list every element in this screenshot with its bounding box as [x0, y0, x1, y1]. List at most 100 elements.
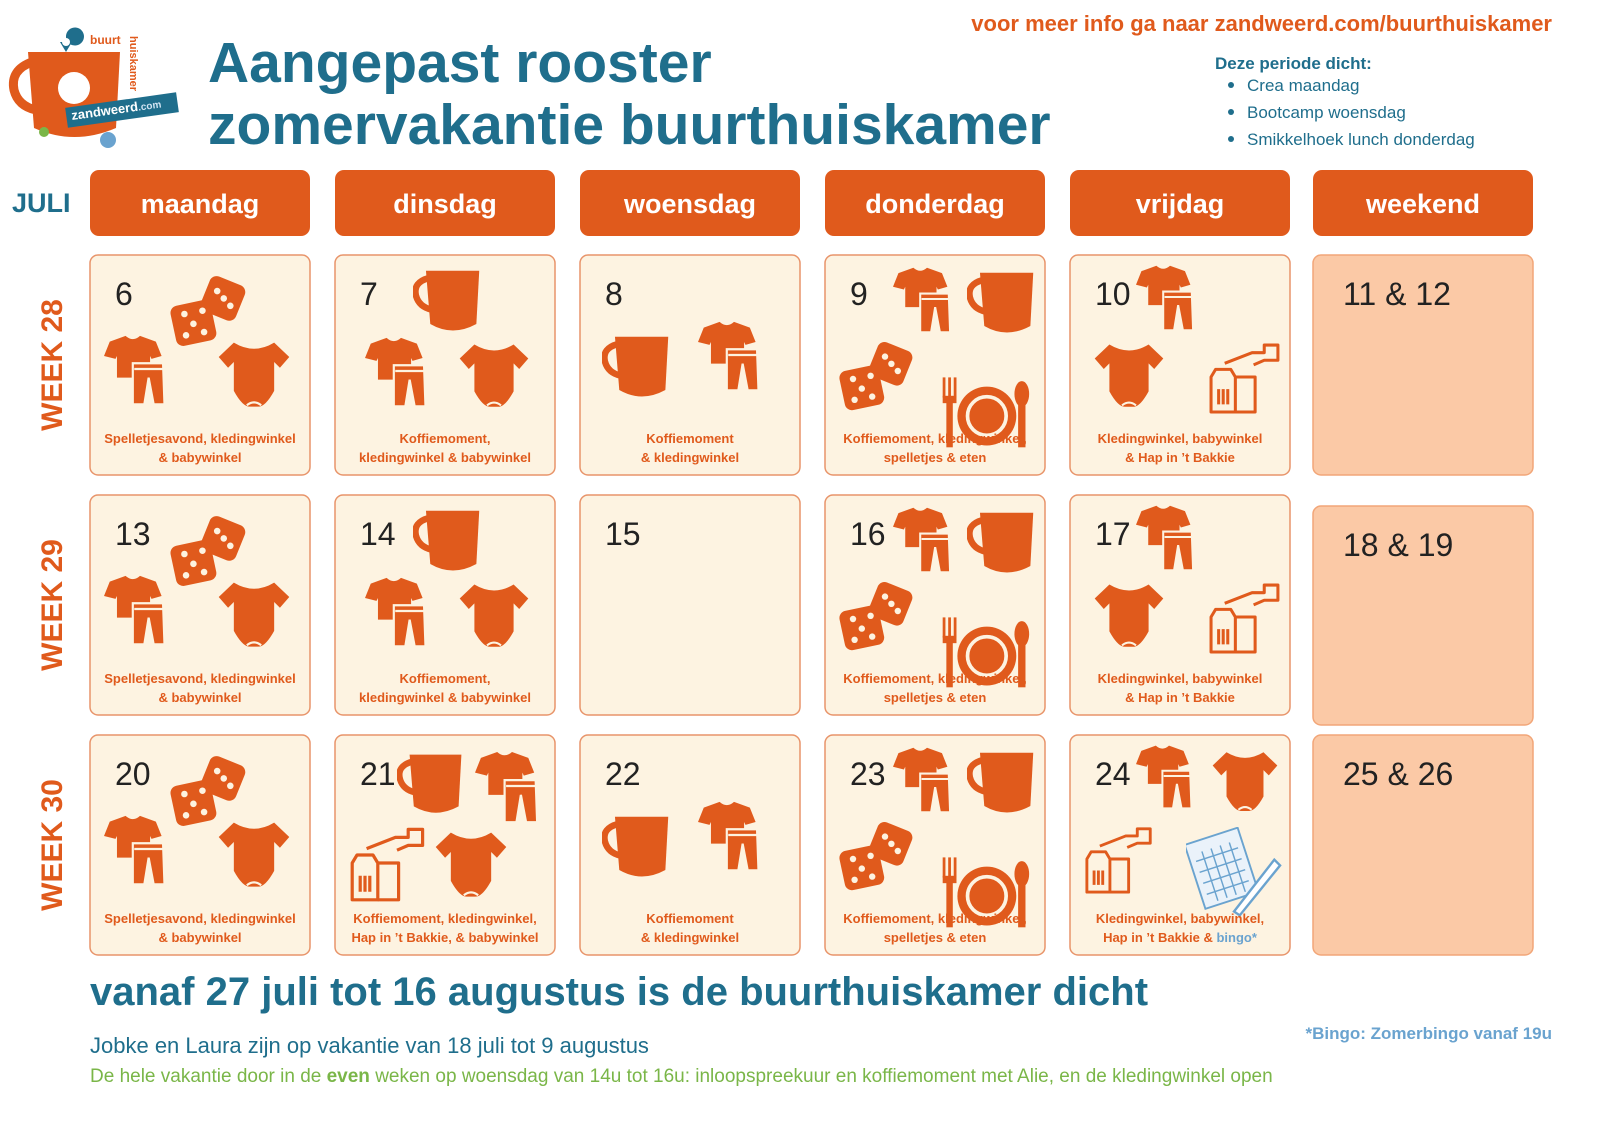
day-cell: 24 Kledingwinkel, babywinkel, Hap in ’t Ba… — [1069, 734, 1291, 956]
caption-text: kledingwinkel & babywinkel — [359, 450, 531, 465]
caption-text: kledingwinkel & babywinkel — [359, 690, 531, 705]
date: 14 — [360, 516, 396, 552]
day-header — [580, 170, 800, 236]
date: 18 & 19 — [1343, 527, 1453, 563]
cell-box — [334, 494, 556, 716]
cell-box — [1069, 494, 1291, 716]
cell-box — [89, 254, 311, 476]
month: JULI — [12, 188, 71, 218]
caption: kledingwinkel & babywinkel — [359, 690, 531, 705]
caption-text: Spelletjesavond, kledingwinkel — [104, 671, 295, 686]
holiday-note: Jobke en Laura zijn op vakantie van 18 j… — [90, 1033, 649, 1058]
cell-box — [89, 734, 311, 956]
caption-text: Kledingwinkel, babywinkel, — [1096, 911, 1264, 926]
weekend-cell: 25 & 26 — [1312, 734, 1534, 956]
caption-text: Koffiemoment — [646, 431, 734, 446]
day-cell: 23 Koffiemoment, kledingwinkel, spelletjes… — [824, 734, 1046, 956]
date: 24 — [1095, 756, 1131, 792]
caption-text: & Hap in ’t Bakkie — [1125, 450, 1235, 465]
day-header — [335, 170, 555, 236]
caption: & babywinkel — [158, 930, 241, 945]
day-cell: 6 Spelletjesavond, kledingwinkel & babywin… — [89, 254, 311, 476]
day-cell: 10 Kledingwinkel, babywinkel & Hap in ’t B… — [1069, 254, 1291, 476]
date: 20 — [115, 756, 151, 792]
cell-box — [579, 734, 801, 956]
caption-text: Koffiemoment, kledingwinkel, — [843, 671, 1026, 686]
day-header — [825, 170, 1045, 236]
caption-text: Spelletjesavond, kledingwinkel — [104, 911, 295, 926]
caption: & Hap in ’t Bakkie — [1125, 690, 1235, 705]
day-header — [1313, 170, 1533, 236]
date: 17 — [1095, 516, 1131, 552]
caption-text: Spelletjesavond, kledingwinkel — [104, 431, 295, 446]
date: 8 — [605, 276, 623, 312]
caption-text: Koffiemoment, kledingwinkel, — [843, 431, 1026, 446]
title: zomervakantie buurthuiskamer — [208, 93, 1051, 157]
date: 9 — [850, 276, 868, 312]
caption: spelletjes & eten — [884, 690, 987, 705]
date: 25 & 26 — [1343, 756, 1453, 792]
cell-box — [334, 254, 556, 476]
cell-box — [1312, 505, 1534, 726]
date: 7 — [360, 276, 378, 312]
caption: Hap in ’t Bakkie & bingo* — [1103, 930, 1258, 945]
caption: & kledingwinkel — [641, 450, 739, 465]
cell-box — [1312, 734, 1534, 956]
cell-box — [89, 494, 311, 716]
caption: Koffiemoment, kledingwinkel, — [843, 431, 1026, 446]
week-label: WEEK 30 — [36, 779, 69, 911]
day-label: vrijdag — [1136, 189, 1225, 219]
logo-band — [65, 92, 179, 128]
logo: buurt huiskamer zandweerd.com — [8, 27, 179, 148]
closed-item: Bootcamp woensdag — [1247, 103, 1406, 122]
date: 13 — [115, 516, 151, 552]
logo-hole — [58, 72, 90, 104]
week-label: WEEK 28 — [36, 299, 69, 431]
title: Aangepast rooster — [208, 31, 712, 95]
bullet — [1228, 136, 1234, 142]
day-cell: 14 Koffiemoment, kledingwinkel & babywinke… — [334, 494, 556, 716]
caption-text: Kledingwinkel, babywinkel — [1098, 431, 1263, 446]
caption-text: Koffiemoment — [646, 911, 734, 926]
logo-dot — [100, 132, 116, 148]
day-cell: 13 Spelletjesavond, kledingwinkel & babywi… — [89, 494, 311, 716]
caption: Spelletjesavond, kledingwinkel — [104, 431, 295, 446]
day-label: donderdag — [865, 189, 1005, 219]
caption-text: Koffiemoment, kledingwinkel, — [353, 911, 536, 926]
caption-text: & babywinkel — [158, 930, 241, 945]
caption-text: spelletjes & eten — [884, 930, 987, 945]
week-label: WEEK 29 — [36, 539, 69, 671]
caption-text: & Hap in ’t Bakkie — [1125, 690, 1235, 705]
closed-title: Deze periode dicht: — [1215, 54, 1372, 73]
day-cell: 22 Koffiemoment & kledingwinkel — [579, 734, 801, 956]
bullet — [1228, 82, 1234, 88]
caption-text: Koffiemoment, kledingwinkel, — [843, 911, 1026, 926]
caption-text: Hap in ’t Bakkie, & babywinkel — [351, 930, 538, 945]
caption: Koffiemoment — [646, 431, 734, 446]
caption: & kledingwinkel — [641, 930, 739, 945]
day-cell: 20 Spelletjesavond, kledingwinkel & babywi… — [89, 734, 311, 956]
logo-text: huiskamer — [127, 36, 139, 92]
date: 21 — [360, 756, 396, 792]
day-cell: 16 Koffiemoment, kledingwinkel, spelletjes… — [824, 494, 1046, 716]
date: 15 — [605, 516, 641, 552]
caption: Koffiemoment, — [400, 671, 491, 686]
caption-text: & babywinkel — [158, 450, 241, 465]
day-cell: 17 Kledingwinkel, babywinkel & Hap in ’t B… — [1069, 494, 1291, 716]
caption: Koffiemoment, kledingwinkel, — [843, 911, 1026, 926]
day-header — [90, 170, 310, 236]
caption: spelletjes & eten — [884, 450, 987, 465]
closed-period: vanaf 27 juli tot 16 augustus is de buur… — [90, 970, 1148, 1014]
caption: Kledingwinkel, babywinkel — [1098, 431, 1263, 446]
caption: Koffiemoment, kledingwinkel, — [843, 671, 1026, 686]
caption: Kledingwinkel, babywinkel — [1098, 671, 1263, 686]
caption-text: Hap in ’t Bakkie & — [1103, 930, 1216, 945]
logo-handle — [8, 57, 38, 115]
day-cell: 7 Koffiemoment, kledingwinkel & babywinkel — [334, 254, 556, 476]
caption: Koffiemoment — [646, 911, 734, 926]
day-label: woensdag — [623, 189, 756, 219]
caption: spelletjes & eten — [884, 930, 987, 945]
caption: & Hap in ’t Bakkie — [1125, 450, 1235, 465]
